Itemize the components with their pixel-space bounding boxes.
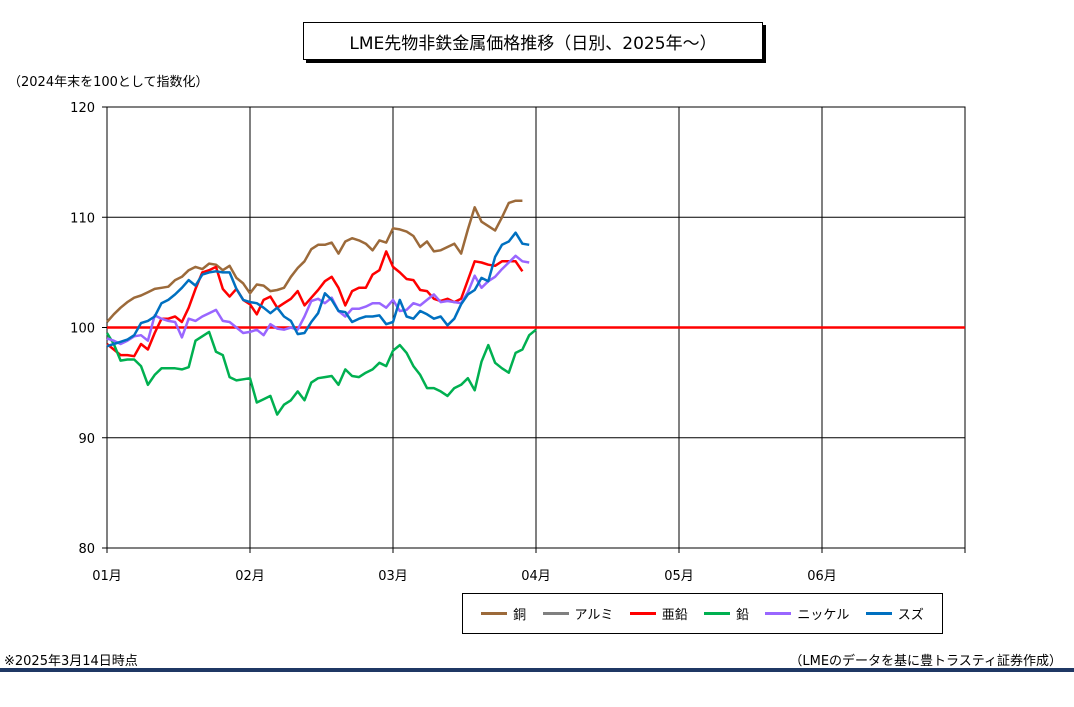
footnote: ※2025年3月14日時点 — [4, 654, 138, 669]
y-tick-labels: 80 90 100 110 120 — [70, 101, 95, 557]
legend-swatch — [704, 612, 731, 615]
x-tick-labels: 01月 02月 03月 04月 05月 06月 — [92, 569, 837, 584]
legend-label: アルミ — [574, 608, 614, 623]
x-tick-label: 01月 — [92, 569, 122, 584]
legend-item: アルミ — [542, 604, 614, 623]
legend-swatch — [629, 612, 656, 615]
legend-swatch — [765, 612, 792, 615]
x-tick-label: 05月 — [664, 569, 694, 584]
legend-item: 銅 — [481, 604, 526, 623]
x-tick-label: 04月 — [521, 569, 551, 584]
y-axis-unit-label: （2024年末を100として指数化） — [8, 75, 209, 90]
legend-label: 亜鉛 — [661, 608, 688, 623]
legend: 銅 アルミ 亜鉛 鉛 ニッケル スズ — [462, 593, 943, 634]
x-tick-label: 02月 — [235, 569, 265, 584]
legend-label: スズ — [897, 608, 924, 623]
x-tick-label: 06月 — [807, 569, 837, 584]
legend-swatch — [865, 612, 892, 615]
x-tick-label: 03月 — [378, 569, 408, 584]
legend-swatch — [481, 612, 508, 615]
y-tick-label: 80 — [78, 542, 95, 557]
legend-label: 銅 — [513, 608, 527, 623]
series-lines — [105, 199, 965, 416]
y-tick-label: 100 — [70, 322, 95, 337]
y-tick-label: 120 — [70, 101, 95, 116]
series-line-鉛 — [105, 328, 537, 416]
chart-title: LME先物非鉄金属価格推移（日別、2025年～） — [303, 22, 763, 60]
bottom-rule — [0, 668, 1074, 672]
y-tick-label: 110 — [70, 211, 95, 226]
legend-item: スズ — [865, 604, 924, 623]
legend-swatch — [542, 612, 569, 615]
series-line-銅 — [106, 199, 523, 323]
chart-grid — [102, 106, 966, 553]
legend-item: 亜鉛 — [629, 604, 688, 623]
series-line-ニッケル — [106, 254, 530, 346]
legend-item: 鉛 — [704, 604, 749, 623]
series-line-スズ — [106, 231, 530, 348]
y-tick-label: 90 — [78, 432, 95, 447]
legend-item: ニッケル — [765, 604, 849, 623]
source-note: （LMEのデータを基に豊トラスティ証券作成） — [789, 654, 1062, 669]
legend-label: 鉛 — [736, 608, 750, 623]
legend-label: ニッケル — [797, 608, 850, 623]
